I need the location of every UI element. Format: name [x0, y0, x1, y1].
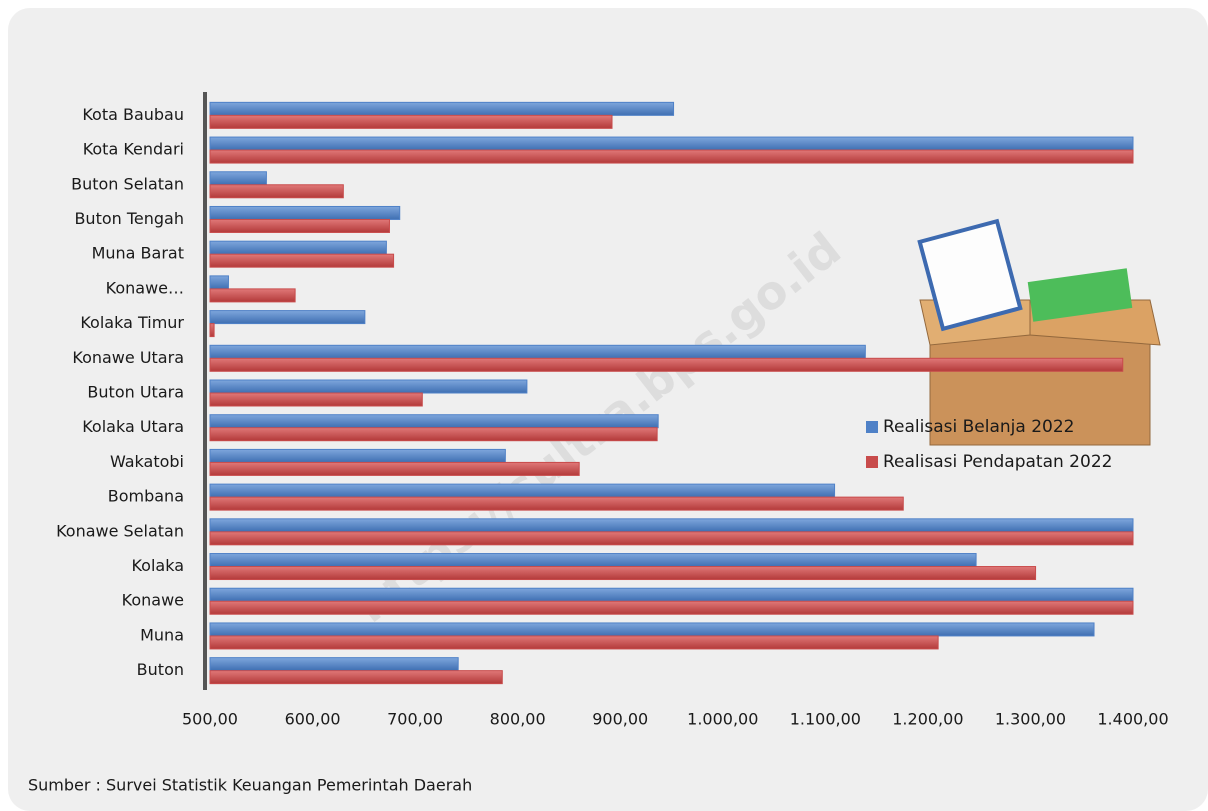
y-tick-label: Wakatobi: [110, 452, 184, 471]
x-tick-label: 500,00: [182, 710, 238, 729]
bar: [210, 636, 938, 649]
y-tick-label: Buton Utara: [87, 383, 184, 402]
y-tick-label: Kolaka: [131, 556, 184, 575]
bar: [210, 393, 422, 406]
bar: [210, 519, 1133, 532]
y-tick-label: Konawe Utara: [72, 348, 184, 367]
x-tick-label: 1.200,00: [892, 710, 963, 729]
y-tick-label: Muna: [140, 625, 184, 644]
y-tick-label: Buton Tengah: [74, 209, 184, 228]
bar: [210, 102, 674, 115]
x-tick-label: 600,00: [285, 710, 341, 729]
y-tick-label: Konawe Selatan: [56, 521, 184, 540]
bar: [210, 497, 903, 510]
bar: [210, 150, 1133, 163]
bar: [210, 311, 365, 324]
bar: [210, 254, 394, 267]
bar: [210, 345, 865, 358]
bar: [210, 380, 527, 393]
legend-swatch: [866, 421, 878, 433]
legend-label: Realisasi Belanja 2022: [883, 417, 1074, 437]
x-tick-label: 1.400,00: [1097, 710, 1168, 729]
bar: [210, 623, 1094, 636]
bar: [210, 172, 266, 185]
bar: [210, 601, 1133, 614]
legend-label: Realisasi Pendapatan 2022: [883, 452, 1112, 472]
bar: [210, 658, 458, 671]
bar: [210, 241, 386, 254]
bar: [210, 415, 658, 428]
bar: [210, 554, 976, 567]
y-tick-label: Kota Baubau: [82, 105, 184, 124]
y-tick-label: Buton Selatan: [71, 174, 184, 193]
source-note: Sumber : Survei Statistik Keuangan Pemer…: [28, 776, 472, 795]
y-tick-label: Konawe: [122, 591, 184, 610]
bar: [210, 276, 228, 289]
y-tick-label: Buton: [137, 660, 184, 679]
chart: https://sultra.bps.go.id Sumber : Survei…: [0, 0, 1208, 811]
x-tick-label: 1.000,00: [687, 710, 758, 729]
bar: [210, 428, 657, 441]
x-tick-label: 1.100,00: [790, 710, 861, 729]
bar: [210, 671, 502, 684]
x-tick-label: 1.300,00: [995, 710, 1066, 729]
bar: [210, 185, 343, 198]
bar: [210, 115, 612, 128]
x-tick-label: 700,00: [387, 710, 443, 729]
y-tick-label: Muna Barat: [92, 244, 184, 263]
x-tick-label: 900,00: [592, 710, 648, 729]
illustration: [920, 221, 1160, 445]
bar: [210, 449, 505, 462]
page: {"chart_data": {"type": "bar", "orientat…: [0, 0, 1208, 811]
y-tick-label: Kolaka Timur: [80, 313, 184, 332]
y-tick-label: Kota Kendari: [83, 140, 184, 159]
bar: [210, 462, 579, 475]
bar: [210, 289, 295, 302]
y-tick-label: Kolaka Utara: [82, 417, 184, 436]
x-tick-label: 800,00: [490, 710, 546, 729]
y-tick-label: Konawe…: [106, 278, 184, 297]
bar: [210, 324, 214, 337]
y-tick-label: Bombana: [108, 487, 184, 506]
bar: [210, 137, 1133, 150]
bar: [210, 588, 1133, 601]
legend-swatch: [866, 456, 878, 468]
bar: [210, 206, 400, 219]
bar: [210, 219, 389, 232]
bar: [210, 567, 1036, 580]
bar: [210, 484, 835, 497]
bar: [210, 358, 1123, 371]
bar: [210, 532, 1133, 545]
